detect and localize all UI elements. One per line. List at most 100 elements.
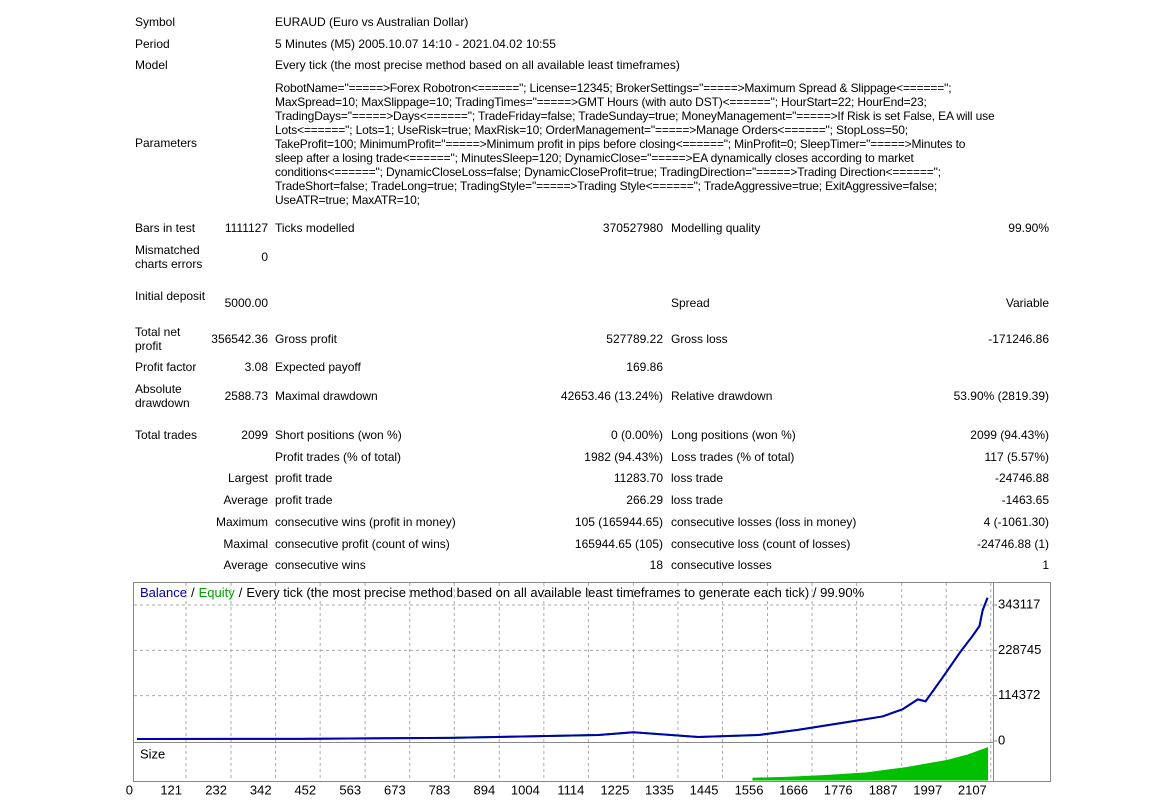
x-tick-label: 563 (339, 782, 361, 797)
stat-label: consecutive wins (profit in money) (275, 515, 456, 529)
stat-label: Mismatched charts errors (135, 243, 203, 271)
stat-value: 99.90% (1008, 221, 1049, 235)
stat-label: consecutive profit (count of wins) (275, 537, 450, 551)
stat-value: 3.08 (244, 360, 268, 374)
stat-label: loss trade (671, 493, 724, 507)
stat-label: Ticks modelled (275, 221, 355, 235)
stat-value: Average (223, 493, 268, 507)
x-tick-label: 232 (205, 782, 227, 797)
chart-frame (133, 582, 1051, 782)
stat-value: 53.90% (2819.39) (953, 389, 1049, 403)
y-tick-label: 343117 (998, 596, 1040, 611)
stat-label: Maximal drawdown (275, 389, 378, 403)
x-tick-label: 342 (250, 782, 272, 797)
stat-value: -24746.88 (994, 471, 1049, 485)
stat-value: Variable (1005, 296, 1049, 310)
stat-label: Total net profit (135, 325, 181, 353)
parameters-value: RobotName="=====>Forex Robotron<======";… (275, 81, 995, 207)
field-label: Parameters (135, 136, 198, 150)
separator: / (191, 585, 195, 600)
stat-label: Relative drawdown (671, 389, 773, 403)
chart-subtitle: Every tick (the most precise method base… (246, 585, 864, 600)
stat-value: 169.86 (626, 360, 663, 374)
size-label: Size (140, 746, 165, 761)
y-tick-label: 228745 (998, 642, 1041, 657)
stat-value: 527789.22 (606, 332, 663, 346)
stat-value: Maximum (215, 515, 268, 529)
stat-value: 11283.70 (613, 471, 663, 485)
y-tick-label: 114372 (998, 687, 1040, 702)
x-tick-label: 121 (160, 782, 182, 797)
stat-value: -24746.88 (1) (976, 537, 1049, 551)
x-tick-label: 1445 (690, 782, 719, 797)
stat-value: -171246.86 (988, 332, 1049, 346)
x-tick-label: 1997 (913, 782, 942, 797)
field-label: Model (135, 58, 168, 72)
x-tick-label: 1887 (869, 782, 898, 797)
stat-value: 1982 (94.43%) (584, 450, 663, 464)
stat-label: consecutive loss (count of losses) (671, 537, 851, 551)
x-tick-label: 1556 (735, 782, 764, 797)
stat-value: 0 (261, 250, 268, 264)
chart-title: Balance / Equity / Every tick (the most prec… (140, 585, 865, 600)
x-tick-label: 1666 (779, 782, 808, 797)
series-line (136, 597, 989, 741)
stat-label: profit trade (275, 471, 333, 485)
stat-label: loss trade (671, 471, 724, 485)
x-tick-label: 1225 (600, 782, 629, 797)
stat-label: Long positions (won %) (671, 428, 796, 442)
field-value: EURAUD (Euro vs Australian Dollar) (275, 15, 469, 29)
stat-label: Spread (671, 296, 710, 310)
stat-value: 5000.00 (224, 296, 268, 310)
stat-value: 4 (-1061.30) (983, 515, 1049, 529)
x-tick-label: 894 (474, 782, 496, 797)
legend-entry: Equity (199, 585, 236, 600)
stat-value: 0 (0.00%) (610, 428, 663, 442)
stat-label: Expected payoff (275, 360, 361, 374)
stat-value: 2588.73 (224, 389, 268, 403)
stat-label: consecutive losses (671, 558, 772, 572)
field-value: Every tick (the most precise method base… (275, 58, 680, 72)
stat-value: 2099 (241, 428, 268, 442)
x-tick-label: 1335 (645, 782, 674, 797)
stat-value: 1111127 (224, 221, 268, 235)
stat-label: consecutive wins (275, 558, 366, 572)
separator: / (239, 585, 243, 600)
field-label: Period (135, 37, 170, 51)
x-tick-label: 1776 (824, 782, 853, 797)
stat-label: Profit trades (% of total) (275, 450, 402, 464)
stat-value: 266.29 (626, 493, 663, 507)
stat-label: Total trades (135, 428, 198, 442)
stat-label: consecutive losses (loss in money) (671, 515, 857, 529)
stat-value: Maximal (223, 537, 268, 551)
x-tick-label: 452 (294, 782, 316, 797)
stat-value: 165944.65 (105) (574, 537, 663, 551)
stat-label: Loss trades (% of total) (671, 450, 795, 464)
stat-value: 356542.36 (211, 332, 268, 346)
stat-label: Absolute drawdown (135, 382, 190, 410)
stat-value: 2099 (94.43%) (970, 428, 1049, 442)
stat-label: profit trade (275, 493, 333, 507)
stat-label: Short positions (won %) (275, 428, 402, 442)
stat-label: Gross loss (671, 332, 728, 346)
y-tick-label: 0 (998, 732, 1005, 747)
stat-label: Initial deposit (135, 289, 206, 303)
stat-value: 105 (165944.65) (574, 515, 663, 529)
field-label: Symbol (135, 15, 176, 29)
stat-value: Largest (227, 471, 268, 485)
stat-value: 18 (649, 558, 663, 572)
stat-label: Profit factor (135, 360, 197, 374)
legend-entry: Balance (140, 585, 187, 600)
stat-label: Modelling quality (671, 221, 761, 235)
stat-label: Gross profit (275, 332, 338, 346)
stat-value: 42653.46 (13.24%) (560, 389, 663, 403)
x-tick-label: 2107 (958, 782, 987, 797)
x-tick-label: 1114 (557, 782, 584, 797)
stat-value: 370527980 (602, 221, 663, 235)
x-tick-label: 783 (429, 782, 451, 797)
stat-value: 1 (1042, 558, 1049, 572)
stat-value: Average (223, 558, 268, 572)
x-tick-label: 0 (126, 782, 133, 797)
